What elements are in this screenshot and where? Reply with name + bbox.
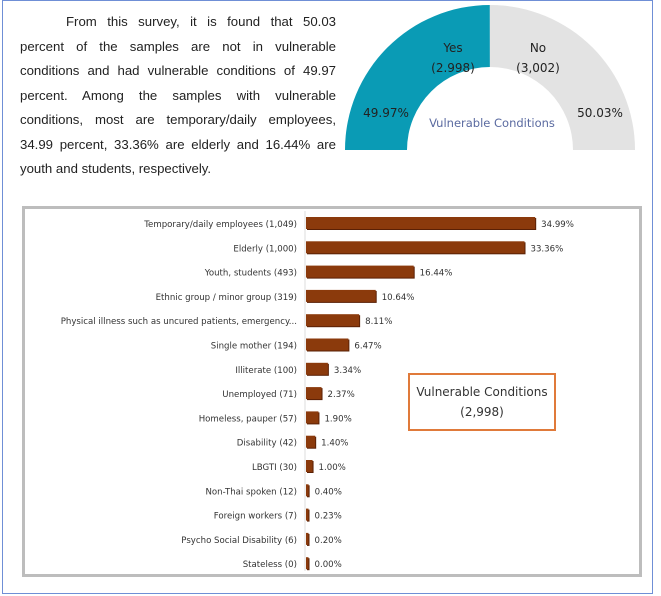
category-label: Illiterate (100) — [235, 366, 297, 376]
bar-value-label: 0.20% — [315, 536, 342, 546]
bar — [306, 265, 414, 278]
gauge-label-no: No — [530, 41, 546, 55]
vulnerable-groups-bar-chart: Temporary/daily employees (1,049) 34.99% E… — [61, 211, 574, 571]
legend-box: Vulnerable Conditions (2,998) — [408, 373, 556, 431]
gauge-pct-no: 50.03% — [577, 106, 623, 120]
gauge-center-label: Vulnerable Conditions — [429, 116, 555, 130]
bar — [306, 289, 376, 302]
category-label: Non-Thai spoken (12) — [206, 487, 298, 497]
category-label: Physical illness such as uncured patient… — [61, 317, 297, 327]
bar-value-label: 1.90% — [324, 414, 351, 424]
summary-paragraph: From this survey, it is found that 50.03… — [20, 14, 336, 176]
category-label: Temporary/daily employees (1,049) — [143, 220, 297, 230]
gauge-label-yes: Yes — [442, 41, 462, 55]
category-label: Youth, students (493) — [204, 269, 297, 279]
legend-title: Vulnerable Conditions — [416, 385, 548, 399]
bar-value-label: 10.64% — [382, 293, 415, 303]
gauge-slice-yes — [345, 5, 490, 151]
category-label: Unemployed (71) — [222, 390, 297, 400]
vulnerable-conditions-gauge: Yes (2.998) No (3,002) 49.97% 50.03% Vulnerabl… — [345, 5, 635, 151]
bar — [306, 411, 319, 424]
category-label: Foreign workers (7) — [214, 512, 297, 522]
category-label: Psycho Social Disability (6) — [181, 536, 297, 546]
bar — [306, 314, 360, 327]
bar — [306, 460, 313, 472]
bar-value-label: 34.99% — [541, 220, 574, 230]
category-label: LBGTI (30) — [252, 463, 297, 473]
gauge-count-yes: (2.998) — [431, 61, 475, 75]
bar-value-label: 1.40% — [321, 439, 348, 449]
bar — [306, 241, 525, 254]
bar-value-label: 0.00% — [315, 560, 342, 570]
bar — [306, 435, 316, 448]
category-label: Homeless, pauper (57) — [199, 414, 297, 424]
bar — [306, 508, 309, 521]
category-label: Elderly (1,000) — [233, 244, 297, 254]
bar — [306, 532, 309, 545]
bar-value-label: 8.11% — [365, 317, 392, 327]
gauge-slice-no — [489, 5, 635, 150]
gauge-pct-yes: 49.97% — [363, 106, 409, 120]
bar-value-label: 1.00% — [319, 463, 346, 473]
bar-value-label: 6.47% — [354, 342, 381, 352]
bar-chart-box: Temporary/daily employees (1,049) 34.99% E… — [22, 206, 642, 577]
bar — [306, 387, 322, 400]
bar — [306, 338, 349, 351]
gauge-count-no: (3,002) — [516, 61, 560, 75]
bar-value-label: 3.34% — [334, 366, 361, 376]
category-label: Single mother (194) — [211, 342, 297, 352]
bar-value-label: 33.36% — [531, 244, 564, 254]
bar-value-label: 2.37% — [328, 390, 355, 400]
bar — [306, 557, 309, 570]
bar — [306, 484, 309, 497]
category-label: Ethnic group / minor group (319) — [156, 293, 297, 303]
category-label: Disability (42) — [237, 439, 297, 449]
bar-value-label: 0.40% — [315, 487, 342, 497]
category-label: Stateless (0) — [243, 560, 297, 570]
bar — [306, 362, 328, 375]
legend-count: (2,998) — [460, 405, 504, 419]
bar-value-label: 0.23% — [315, 512, 342, 522]
bar — [306, 217, 536, 229]
bar-value-label: 16.44% — [420, 269, 453, 279]
